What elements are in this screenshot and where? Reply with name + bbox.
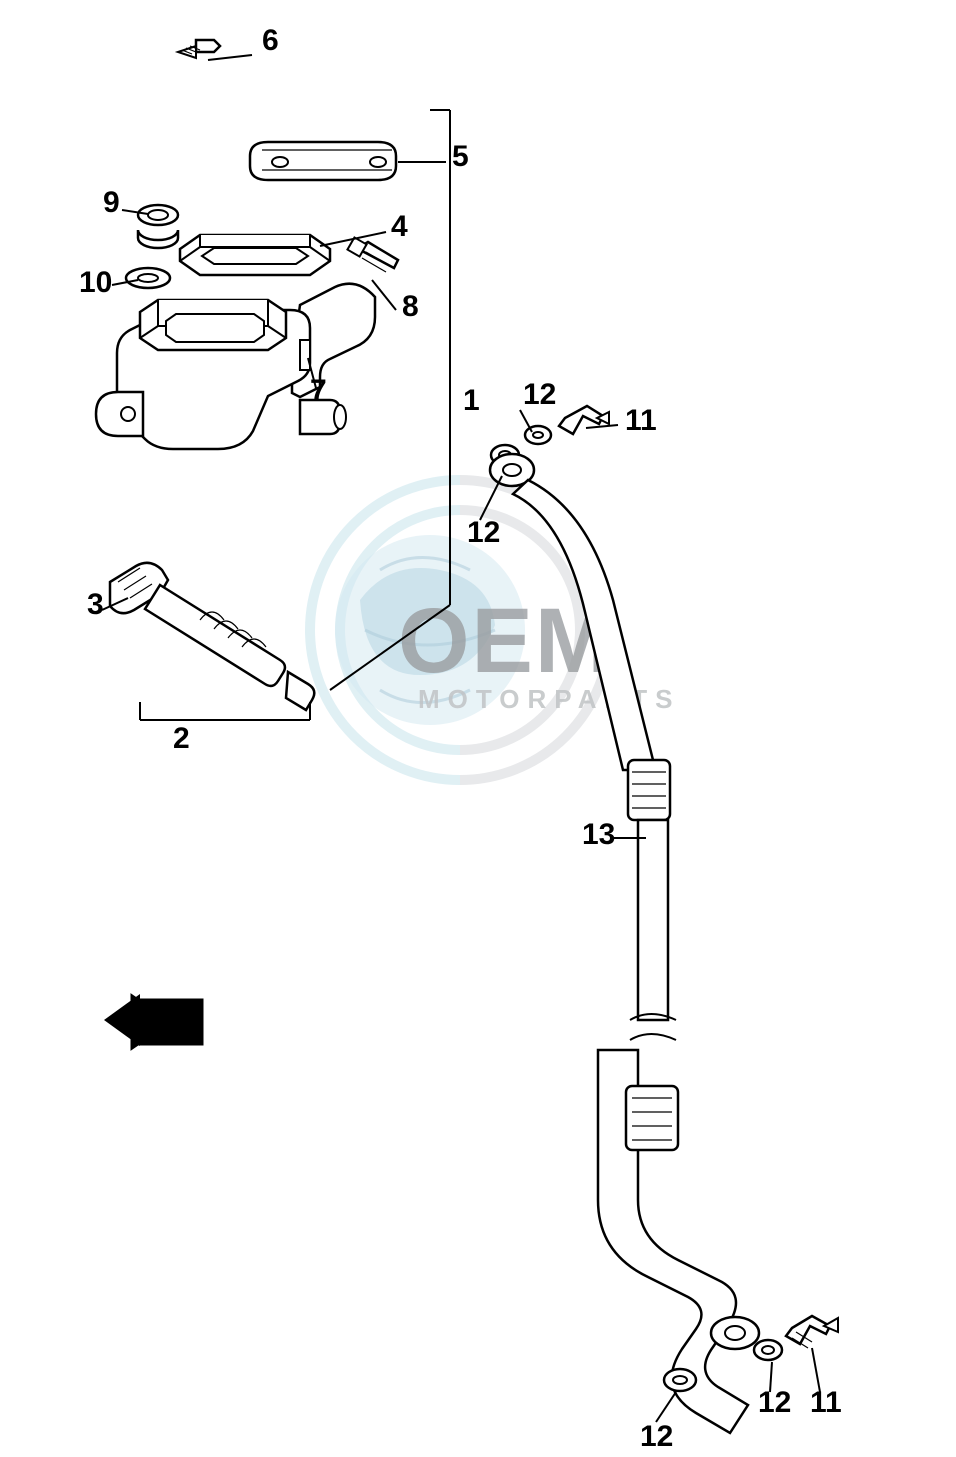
- cap-screw: [178, 40, 220, 58]
- diaphragm-plate: [180, 235, 330, 275]
- callout-12b: 12: [467, 516, 500, 550]
- watermark-main: OEM: [398, 590, 614, 692]
- diaphragm-parts: [126, 205, 178, 288]
- callout-12a: 12: [523, 378, 556, 412]
- callout-10: 10: [79, 266, 112, 300]
- callout-12d: 12: [640, 1420, 673, 1454]
- master-cylinder-assy: [96, 284, 375, 449]
- callout-4: 4: [391, 210, 408, 244]
- parts-diagram: OEM MOTORPARTS: [0, 0, 956, 1457]
- reservoir-cap: [250, 142, 396, 180]
- piston-cup-set: [110, 563, 314, 720]
- callout-2: 2: [173, 722, 190, 756]
- callout-6: 6: [262, 24, 279, 58]
- callout-13: 13: [582, 818, 615, 852]
- callout-5: 5: [452, 140, 469, 174]
- callout-11b: 11: [810, 1386, 842, 1420]
- callout-11a: 11: [625, 404, 657, 438]
- callout-7: 7: [310, 374, 327, 408]
- callout-8: 8: [402, 290, 419, 324]
- banjo-upper: [490, 406, 609, 486]
- callout-1: 1: [463, 384, 480, 418]
- callout-9: 9: [103, 186, 120, 220]
- callout-3: 3: [87, 588, 104, 622]
- callout-12c: 12: [758, 1386, 791, 1420]
